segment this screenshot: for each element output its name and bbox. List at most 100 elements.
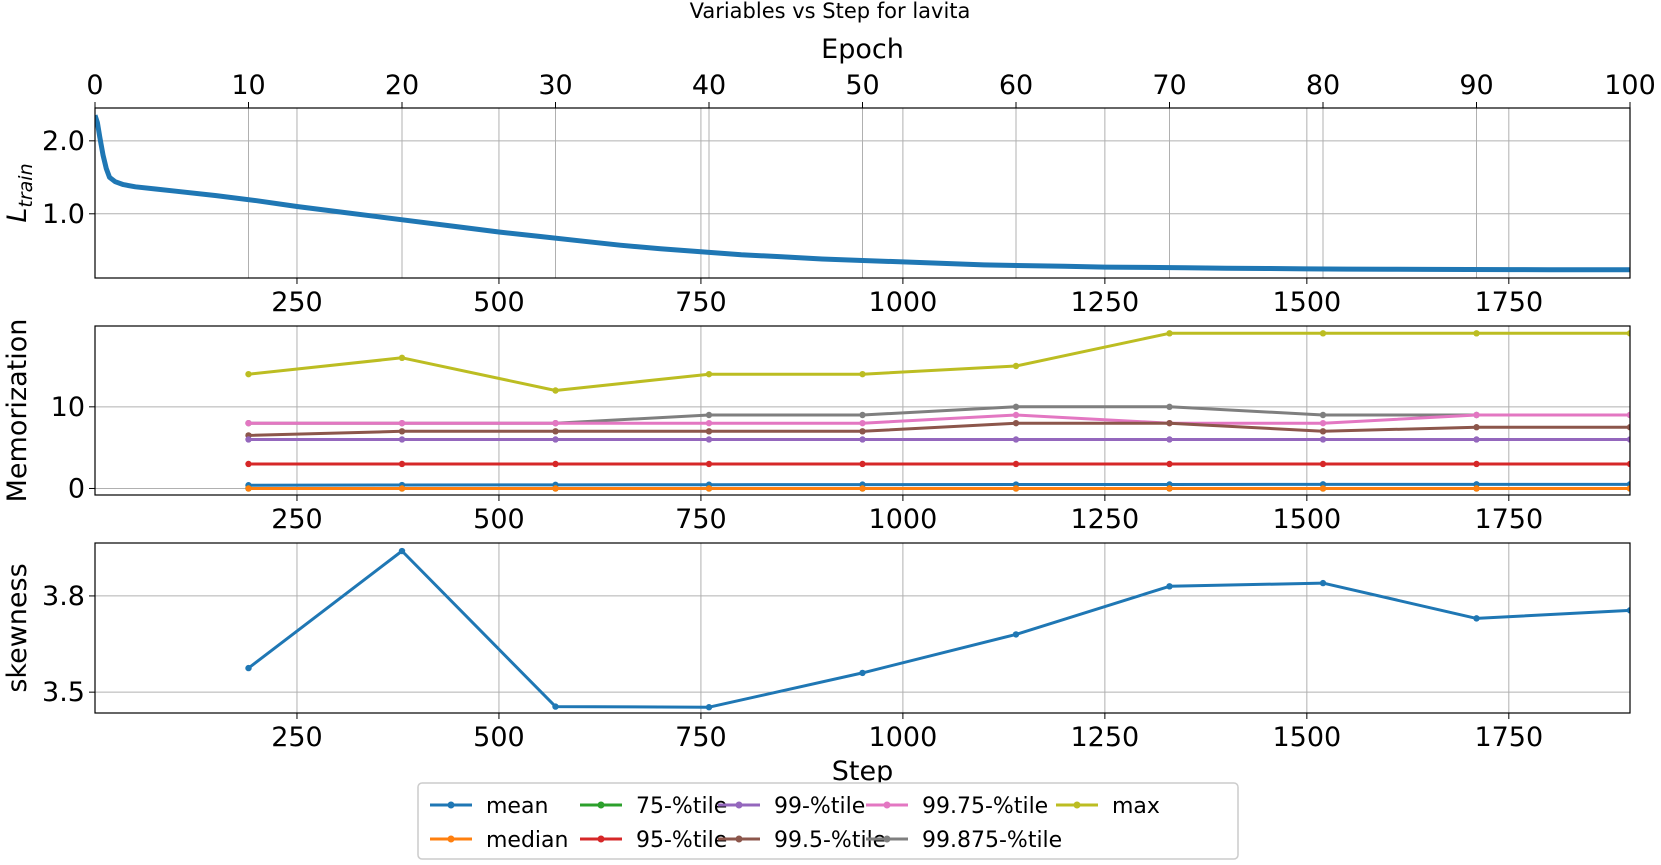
legend: meanmedian75-%tile95-%tile99-%tile99.5-%… (417, 782, 1239, 860)
legend-label: mean (486, 794, 548, 819)
data-point (1626, 411, 1630, 419)
data-point (859, 669, 866, 677)
data-point (552, 460, 559, 468)
series-line-mean (248, 482, 1630, 487)
legend-swatch-marker (597, 801, 605, 809)
data-point (245, 436, 252, 443)
legend-swatch-marker (1073, 801, 1081, 809)
x-tick-label: 1000 (869, 504, 938, 535)
legend-swatch-marker (735, 835, 743, 843)
series-line-99.875-%tile (248, 405, 1630, 425)
series-group (95, 114, 1630, 273)
x-tick-label: 1750 (1474, 287, 1543, 318)
legend-label: 99.75-%tile (922, 794, 1048, 819)
legend-label: 95-%tile (636, 828, 727, 853)
legend-label: 99-%tile (774, 794, 865, 819)
data-point (1473, 615, 1480, 622)
data-point (552, 436, 559, 443)
data-point (1166, 485, 1173, 492)
x-top-tick-label: 100 (1604, 70, 1656, 101)
data-point (705, 428, 713, 435)
data-point (1012, 485, 1020, 492)
series-line-99.5-%tile (248, 421, 1630, 437)
data-point (1626, 607, 1630, 614)
data-point (1166, 330, 1173, 337)
data-point (1012, 419, 1020, 427)
x-tick-label: 750 (675, 287, 727, 318)
x-tick-label: 750 (675, 722, 727, 753)
data-point (1473, 330, 1480, 337)
series-group (245, 547, 1630, 711)
panel-train-loss: 250 500 750 1000 1250 1500 1750 1.0 2.00 10 20 30 40… (2, 34, 1656, 318)
axes-frame (94, 325, 1631, 496)
x-top-tick-label: 60 (999, 70, 1033, 101)
data-point (552, 428, 559, 435)
data-point (1319, 579, 1327, 587)
data-point (398, 485, 406, 492)
y-tick-label: 3.8 (42, 581, 85, 612)
x-top-tick-label: 70 (1152, 70, 1186, 101)
data-point (1166, 436, 1173, 443)
series-line-max (248, 331, 1630, 392)
legend-swatch-marker (735, 801, 743, 809)
data-point (245, 370, 252, 378)
data-point (398, 547, 406, 555)
data-point (1319, 419, 1327, 427)
data-point (1319, 436, 1327, 443)
data-point (552, 485, 559, 492)
x-tick-label: 250 (271, 287, 323, 318)
data-point (705, 485, 713, 492)
data-point (859, 428, 866, 435)
data-point (1473, 411, 1480, 419)
legend-label: max (1112, 794, 1160, 819)
data-point (859, 411, 866, 419)
x-tick-label: 500 (473, 287, 525, 318)
data-point (1319, 485, 1327, 492)
x-tick-label: 1500 (1272, 722, 1341, 753)
data-point (552, 419, 559, 427)
y-axis-label: skewness (2, 563, 33, 692)
data-point (1473, 424, 1480, 431)
data-point (1012, 631, 1020, 638)
data-point (1626, 436, 1630, 443)
x-axis-label: Step (832, 756, 893, 787)
y-tick-label: 3.5 (42, 677, 85, 708)
data-point (1319, 330, 1327, 337)
x-tick-label: 750 (675, 504, 727, 535)
y-axis-label: Ltrain (2, 163, 37, 222)
data-point (245, 460, 252, 468)
data-point (1166, 403, 1173, 411)
data-point (398, 428, 406, 435)
data-point (1012, 436, 1020, 443)
x-tick-label: 500 (473, 504, 525, 535)
legend-label: median (486, 828, 568, 853)
data-point (1626, 424, 1630, 431)
data-point (705, 460, 713, 468)
data-point (1166, 583, 1173, 590)
legend-swatch-marker (447, 835, 455, 843)
y-tick-label: 0 (68, 473, 85, 504)
data-point (398, 419, 406, 427)
series-line (247, 549, 1630, 709)
data-point (1319, 428, 1327, 435)
x-tick-label: 1000 (869, 722, 938, 753)
x-top-tick-label: 40 (692, 70, 726, 101)
data-point (245, 419, 252, 427)
series-line-99.75-%tile (248, 413, 1630, 425)
x-tick-label: 1500 (1272, 504, 1341, 535)
data-point (705, 436, 713, 443)
data-point (1012, 411, 1020, 419)
legend-label: 99.875-%tile (922, 828, 1062, 853)
data-point (1319, 411, 1327, 419)
x-top-tick-label: 0 (86, 70, 103, 101)
data-point (1626, 485, 1630, 492)
data-point (705, 411, 713, 419)
panel-memorization: 250 500 750 1000 1250 1500 1750 0 10 Memorization (2, 319, 1631, 535)
data-point (398, 460, 406, 468)
data-point (705, 370, 713, 378)
x-tick-label: 500 (473, 722, 525, 753)
x-tick-label: 1250 (1071, 287, 1140, 318)
data-point (859, 460, 866, 468)
x-top-tick-label: 90 (1459, 70, 1493, 101)
